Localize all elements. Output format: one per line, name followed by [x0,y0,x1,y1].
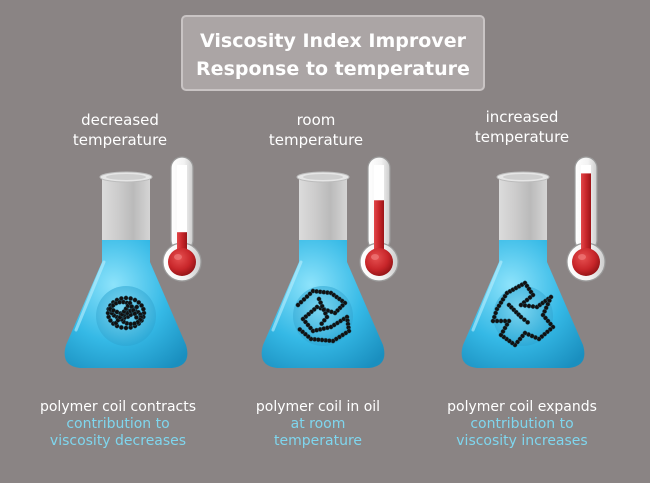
title-box: Viscosity Index Improver Response to tem… [181,15,485,91]
caption-detail-line: contribution to [470,416,573,432]
title-line-1: Viscosity Index Improver [200,30,467,52]
panel-heading-line: temperature [475,128,569,146]
panel-room: room temperature polymer coil in oil at … [256,111,399,449]
thermometer-icon [359,156,399,282]
caption-detail-line: viscosity increases [456,433,587,449]
panel-heading-line: increased [486,108,559,126]
caption-main: polymer coil in oil [256,399,380,415]
thermometer-icon [566,156,606,282]
panel-heading-line: room [297,111,336,129]
erlenmeyer-flask-icon [461,171,585,368]
caption-detail-line: at room [291,416,346,432]
panel-decreased: decreased temperature polymer coil contr… [40,111,202,449]
thermometer-icon [162,156,202,282]
polymer-coil-icon [295,288,352,344]
title-line-2: Response to temperature [196,58,470,80]
panel-increased: increased temperature polymer coil expan… [447,108,606,449]
polymer-coil-icon [490,280,556,348]
caption-main: polymer coil contracts [40,399,196,415]
panel-heading-line: temperature [73,131,167,149]
caption-detail-line: viscosity decreases [50,433,186,449]
caption-detail-line: temperature [274,433,362,449]
caption-main: polymer coil expands [447,399,597,415]
polymer-coil-icon [105,295,147,331]
caption-detail-line: contribution to [66,416,169,432]
panel-heading-line: decreased [81,111,159,129]
panel-heading-line: temperature [269,131,363,149]
